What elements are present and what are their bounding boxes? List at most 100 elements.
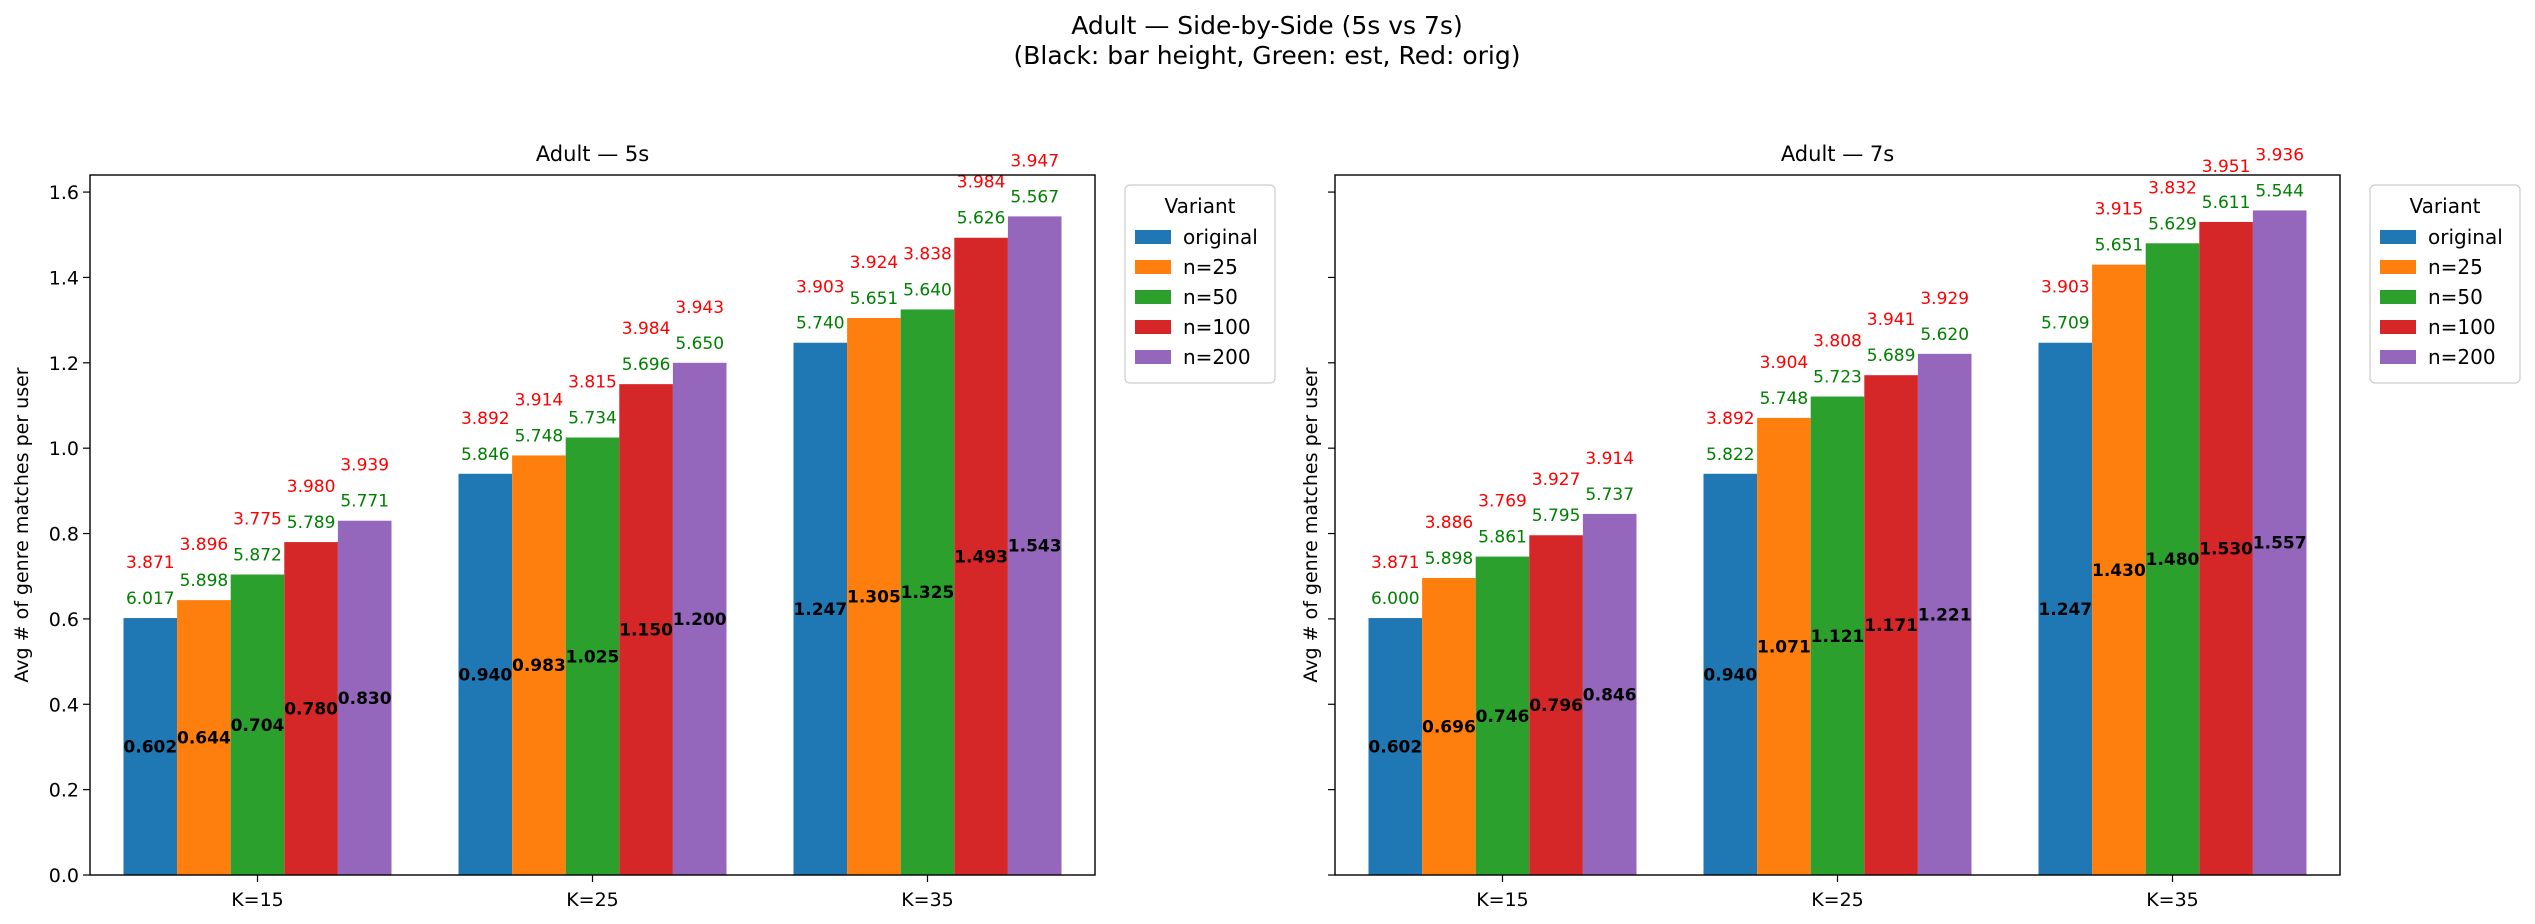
bar-value-label: 0.704 xyxy=(231,716,285,736)
bar-value-label: 1.557 xyxy=(2253,534,2307,554)
axes-title: Adult — 5s xyxy=(536,142,649,166)
bar-n=200-K=35 xyxy=(2252,210,2307,876)
bar-n=200-K=15 xyxy=(1582,513,1637,875)
bar-original-K=15 xyxy=(1368,618,1423,875)
bar-value-label: 0.780 xyxy=(284,700,338,720)
bar-n=100-K=25 xyxy=(619,384,673,875)
figure-title-line1: Adult — Side-by-Side (5s vs 7s) xyxy=(1071,11,1462,40)
est-label: 5.696 xyxy=(622,355,671,375)
est-label: 5.740 xyxy=(796,314,845,334)
legend-swatch-n=25 xyxy=(1135,260,1171,274)
est-label: 5.651 xyxy=(850,289,899,309)
bar-original-K=25 xyxy=(1703,473,1758,875)
bar-value-label: 1.121 xyxy=(1811,627,1865,647)
orig-label: 3.886 xyxy=(1425,513,1474,533)
orig-label: 3.769 xyxy=(1478,492,1527,512)
est-label: 5.629 xyxy=(2148,214,2197,234)
bar-n=25-K=25 xyxy=(512,455,566,875)
est-label: 5.650 xyxy=(675,334,724,354)
legend-title: Variant xyxy=(2410,194,2481,218)
bar-value-label: 1.530 xyxy=(2199,539,2253,559)
orig-label: 3.871 xyxy=(126,553,175,573)
y-tick-label: 1.4 xyxy=(49,267,79,289)
orig-label: 3.903 xyxy=(796,278,845,298)
y-tick-label: 0.0 xyxy=(49,865,79,887)
est-label: 5.651 xyxy=(2095,236,2144,256)
orig-label: 3.892 xyxy=(1706,409,1755,429)
est-label: 5.723 xyxy=(1813,368,1862,388)
orig-label: 3.984 xyxy=(957,173,1006,193)
bar-value-label: 0.796 xyxy=(1529,696,1583,716)
orig-label: 3.915 xyxy=(2095,200,2144,220)
orig-label: 3.838 xyxy=(903,244,952,264)
orig-label: 3.980 xyxy=(287,477,336,497)
est-label: 5.861 xyxy=(1478,528,1527,548)
legend-swatch-n=25 xyxy=(2380,260,2416,274)
bar-value-label: 1.071 xyxy=(1757,637,1811,657)
bar-n=25-K=35 xyxy=(2092,264,2146,875)
bar-n=200-K=35 xyxy=(1007,216,1062,875)
est-label: 5.748 xyxy=(1760,389,1809,409)
bar-value-label: 1.543 xyxy=(1008,537,1062,557)
est-label: 5.822 xyxy=(1706,445,1755,465)
est-label: 5.898 xyxy=(180,571,229,591)
orig-label: 3.775 xyxy=(233,510,282,530)
est-label: 6.017 xyxy=(126,589,175,609)
y-tick-label: 0.8 xyxy=(49,524,79,546)
est-label: 5.611 xyxy=(2202,193,2251,213)
bar-n=50-K=15 xyxy=(230,574,285,875)
bar-n=100-K=35 xyxy=(2199,221,2253,875)
est-label: 5.771 xyxy=(340,492,389,512)
orig-label: 3.904 xyxy=(1760,353,1809,373)
legend-swatch-n=50 xyxy=(2380,290,2416,304)
bar-value-label: 0.644 xyxy=(177,729,231,749)
legend-label-n=200: n=200 xyxy=(1183,345,1251,369)
bar-n=200-K=25 xyxy=(672,362,727,875)
legend-label-n=200: n=200 xyxy=(2428,345,2496,369)
bar-value-label: 1.247 xyxy=(2038,600,2092,620)
orig-label: 3.892 xyxy=(461,409,510,429)
est-label: 5.795 xyxy=(1532,506,1581,526)
x-tick-label: K=15 xyxy=(231,889,284,911)
est-label: 5.626 xyxy=(957,209,1006,229)
est-label: 5.872 xyxy=(233,546,282,566)
legend-label-n=50: n=50 xyxy=(1183,285,1238,309)
legend: Variant original n=25 n=50 n=100 n=200 xyxy=(2369,184,2521,384)
y-axis-label: Avg # of genre matches per user xyxy=(11,367,33,682)
x-tick-label: K=25 xyxy=(1811,889,1864,911)
bar-value-label: 1.247 xyxy=(793,600,847,620)
orig-label: 3.924 xyxy=(850,253,899,273)
est-label: 5.789 xyxy=(287,513,336,533)
bar-value-label: 1.325 xyxy=(901,583,955,603)
bar-n=100-K=15 xyxy=(284,542,338,875)
legend-label-n=100: n=100 xyxy=(1183,315,1251,339)
orig-label: 3.929 xyxy=(1920,289,1969,309)
bar-value-label: 1.171 xyxy=(1864,616,1918,636)
bar-value-label: 1.305 xyxy=(847,587,901,607)
orig-label: 3.871 xyxy=(1371,553,1420,573)
legend-swatch-original xyxy=(2380,230,2416,244)
est-label: 5.709 xyxy=(2041,314,2090,334)
est-label: 5.640 xyxy=(903,280,952,300)
orig-label: 3.914 xyxy=(1585,449,1634,469)
legend-swatch-n=50 xyxy=(1135,290,1171,304)
bar-n=100-K=25 xyxy=(1864,375,1918,875)
bar-original-K=35 xyxy=(793,342,848,875)
orig-label: 3.832 xyxy=(2148,178,2197,198)
bar-n=25-K=15 xyxy=(177,600,231,875)
legend-label-n=50: n=50 xyxy=(2428,285,2483,309)
legend: Variant original n=25 n=50 n=100 n=200 xyxy=(1124,184,1276,384)
bar-original-K=25 xyxy=(458,473,513,875)
est-label: 6.000 xyxy=(1371,589,1420,609)
orig-label: 3.947 xyxy=(1010,151,1059,171)
est-label: 5.734 xyxy=(568,409,617,429)
est-label: 5.846 xyxy=(461,445,510,465)
orig-label: 3.896 xyxy=(180,535,229,555)
bar-n=50-K=25 xyxy=(1810,396,1865,875)
bar-n=200-K=15 xyxy=(337,520,392,875)
y-tick-label: 0.4 xyxy=(49,694,79,716)
bar-original-K=35 xyxy=(2038,342,2093,875)
legend-swatch-n=100 xyxy=(1135,320,1171,334)
est-label: 5.737 xyxy=(1585,485,1634,505)
